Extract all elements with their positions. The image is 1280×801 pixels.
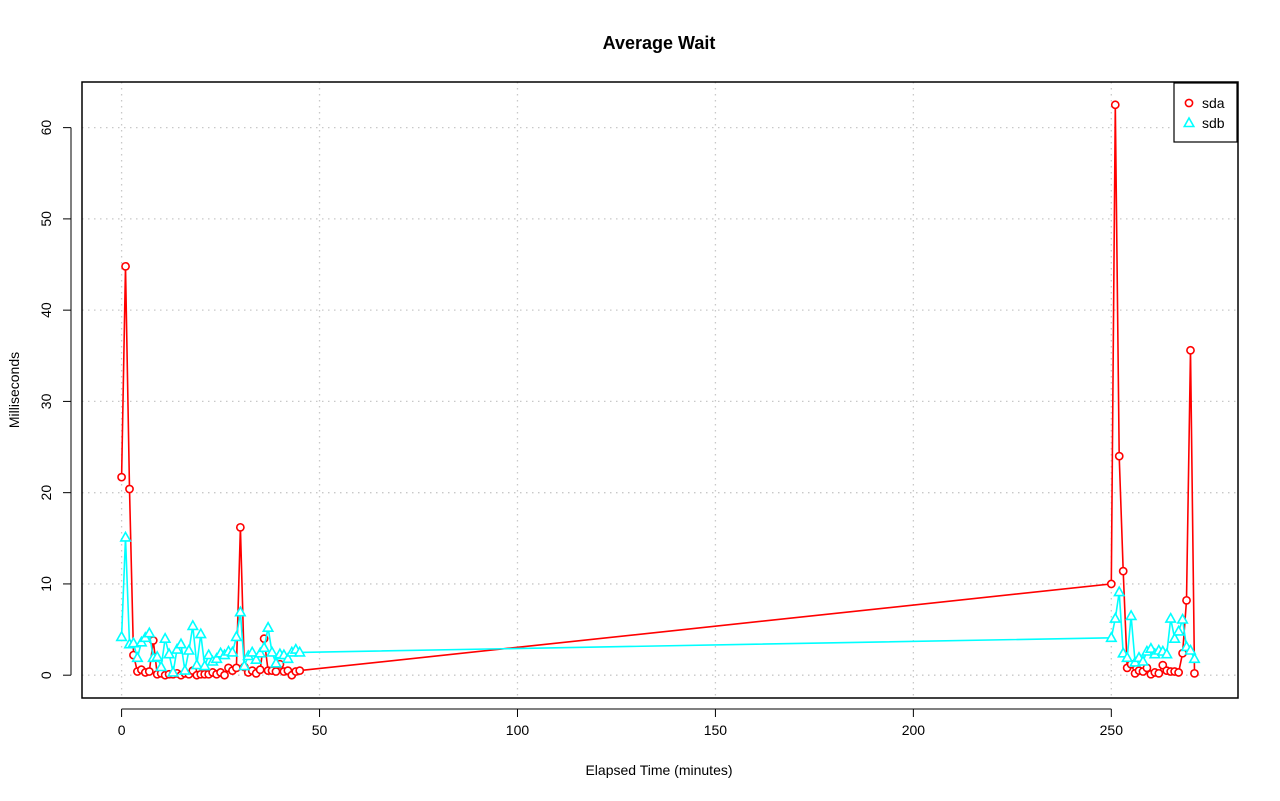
data-point-sda — [1182, 595, 1191, 605]
data-point-sdb — [1125, 609, 1138, 621]
data-point-sdb — [1105, 631, 1118, 643]
x-tick-label: 250 — [1100, 722, 1124, 738]
y-tick-label: 10 — [38, 576, 54, 592]
legend-box — [1173, 82, 1238, 143]
data-point-sda — [1118, 566, 1128, 576]
data-point-sdb — [178, 663, 192, 675]
data-point-sdb — [182, 643, 195, 655]
data-point-sdb — [258, 641, 271, 653]
legend: sda sdb — [1173, 82, 1238, 143]
data-point-sdb — [1164, 611, 1177, 623]
data-point-sdb — [1121, 651, 1134, 663]
data-point-sdb — [1188, 652, 1201, 664]
series-layer — [115, 100, 1201, 680]
legend-marker-sdb — [1182, 116, 1196, 128]
data-point-sda — [1190, 668, 1199, 678]
data-point-sdb — [210, 652, 223, 664]
data-point-sda — [220, 670, 229, 680]
y-tick-label: 30 — [38, 393, 54, 409]
data-point-sda — [1186, 345, 1195, 355]
x-tick-label: 200 — [902, 722, 926, 738]
data-point-sdb — [1172, 624, 1185, 636]
data-point-sda — [231, 663, 241, 673]
y-tick-label: 20 — [38, 485, 54, 501]
data-point-sdb — [1144, 642, 1158, 654]
data-point-sdb — [131, 651, 144, 663]
y-axis-label: Milliseconds — [6, 352, 22, 428]
series-sda — [117, 100, 1199, 680]
data-point-sdb — [202, 648, 215, 660]
legend-label-sdb: sdb — [1202, 115, 1225, 131]
data-point-sdb — [127, 636, 140, 648]
data-point-sda — [121, 261, 130, 271]
data-point-sdb — [1184, 643, 1197, 655]
legend-label-sda: sda — [1202, 95, 1225, 111]
x-tick-label: 50 — [312, 722, 328, 738]
data-point-sda — [1154, 668, 1164, 678]
data-point-sdb — [293, 645, 306, 657]
data-point-sdb — [226, 645, 239, 657]
data-point-sda — [1110, 100, 1120, 110]
data-point-sda — [255, 665, 265, 675]
data-point-sda — [1106, 579, 1116, 589]
data-point-sdb — [170, 642, 184, 654]
data-point-sdb — [254, 646, 267, 658]
data-point-sda — [117, 472, 126, 482]
data-point-sdb — [265, 645, 279, 657]
data-point-sda — [1174, 668, 1184, 677]
x-axis: 0 50 100 150 200 250 — [118, 708, 1124, 738]
data-point-sda — [125, 484, 134, 494]
plot-frame — [81, 81, 1239, 699]
data-point-sda — [144, 667, 154, 676]
legend-marker-sda — [1184, 98, 1194, 108]
x-axis-label: Elapsed Time (minutes) — [585, 762, 732, 778]
data-point-sda — [295, 666, 305, 676]
grid-lines — [82, 82, 1238, 698]
data-point-sdb — [1136, 654, 1150, 666]
data-point-sdb — [1168, 632, 1181, 644]
data-point-sdb — [159, 632, 172, 644]
data-point-sdb — [190, 658, 203, 670]
data-point-sdb — [281, 652, 294, 664]
x-tick-label: 100 — [506, 722, 530, 738]
data-point-sdb — [115, 630, 128, 642]
data-point-sdb — [238, 659, 251, 671]
data-point-sdb — [166, 665, 180, 677]
data-point-sdb — [119, 530, 132, 542]
data-point-sdb — [1109, 611, 1122, 623]
data-point-sdb — [1160, 647, 1173, 659]
data-point-sdb — [151, 650, 164, 662]
data-point-sda — [235, 522, 245, 532]
x-tick-label: 0 — [118, 722, 126, 738]
data-point-sdb — [143, 626, 156, 638]
y-tick-label: 40 — [38, 302, 54, 318]
data-point-sdb — [155, 660, 168, 672]
data-point-sdb — [250, 653, 263, 665]
data-point-sdb — [261, 621, 275, 633]
data-point-sdb — [186, 619, 199, 631]
data-point-sdb — [174, 637, 188, 649]
data-point-sdb — [1113, 585, 1126, 597]
data-point-sdb — [1176, 612, 1189, 624]
data-point-sdb — [269, 656, 283, 668]
series-line-sda — [120, 104, 1196, 677]
series-sdb — [115, 530, 1201, 677]
data-point-sdb — [194, 627, 207, 639]
y-axis: 0 10 20 30 40 50 60 — [38, 120, 72, 679]
y-tick-label: 0 — [38, 671, 54, 679]
y-tick-label: 60 — [38, 120, 54, 136]
chart-title: Average Wait — [603, 33, 716, 53]
data-point-sda — [1114, 451, 1124, 461]
data-point-sdb — [230, 630, 243, 642]
data-point-sda — [271, 667, 281, 676]
data-point-sdb — [246, 645, 259, 657]
y-tick-label: 50 — [38, 211, 54, 227]
data-point-sdb — [234, 605, 247, 617]
x-tick-label: 150 — [704, 722, 728, 738]
